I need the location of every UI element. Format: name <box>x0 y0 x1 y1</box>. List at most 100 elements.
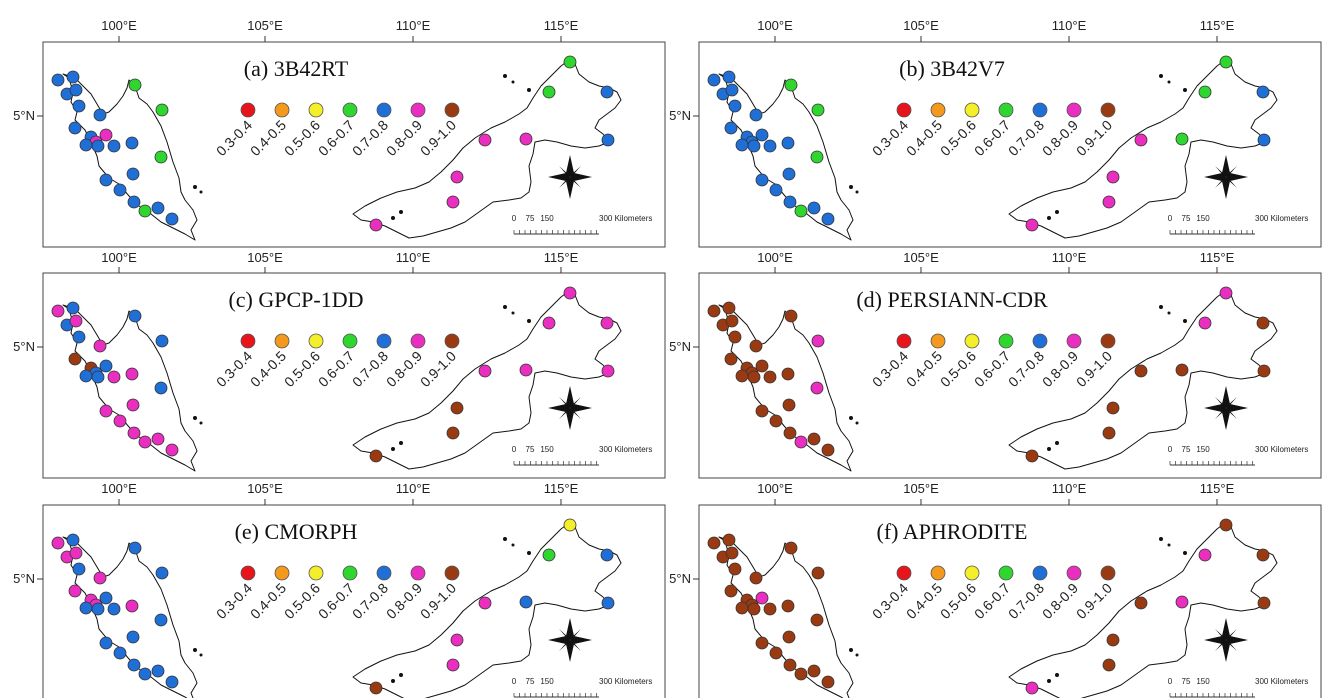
compass-rose-icon <box>1204 386 1248 430</box>
station-marker <box>79 369 93 383</box>
station-marker <box>1106 170 1120 184</box>
north-arrow-point <box>1222 155 1230 177</box>
station-marker <box>781 599 795 613</box>
station-marker <box>724 352 738 366</box>
island <box>399 210 403 214</box>
borneo-coastline <box>352 290 622 470</box>
station-marker <box>769 414 783 428</box>
legend-swatch <box>964 333 980 349</box>
island <box>1047 216 1051 220</box>
scale-label: 75 <box>1182 677 1191 686</box>
island <box>1047 447 1051 451</box>
station-marker <box>782 167 796 181</box>
station-marker <box>478 596 492 610</box>
station-marker <box>542 548 556 562</box>
panel-title: (b) 3B42V7 <box>899 56 1005 81</box>
legend-swatch <box>1100 333 1116 349</box>
station-marker <box>1198 85 1212 99</box>
legend-swatch <box>1032 565 1048 581</box>
station-marker <box>127 658 141 672</box>
station-marker <box>93 571 107 585</box>
station-marker <box>155 566 169 580</box>
scale-label: 300 Kilometers <box>1255 677 1308 686</box>
legend-swatch <box>376 565 392 581</box>
north-arrow-point <box>566 386 574 408</box>
scale-label: 150 <box>1196 677 1210 686</box>
station-marker <box>601 596 615 610</box>
station-marker <box>1025 681 1039 695</box>
panel-frame <box>698 504 1322 698</box>
station-marker <box>138 435 152 449</box>
station-marker <box>519 132 533 146</box>
station-marker <box>728 330 742 344</box>
longitude-label: 105°E <box>903 481 939 496</box>
station-marker <box>127 426 141 440</box>
island <box>1159 74 1163 78</box>
scale-label: 300 Kilometers <box>599 445 652 454</box>
east-point <box>1226 173 1248 181</box>
station-marker <box>821 212 835 226</box>
diagonal-point <box>570 166 581 177</box>
station-marker <box>747 602 761 616</box>
station-marker <box>125 136 139 150</box>
station-marker <box>126 167 140 181</box>
station-marker <box>782 398 796 412</box>
station-marker <box>725 314 739 328</box>
legend-swatch <box>998 333 1014 349</box>
station-marker <box>154 150 168 164</box>
diagonal-point <box>1226 397 1237 408</box>
island <box>855 190 859 194</box>
island <box>193 185 197 189</box>
station-marker <box>542 316 556 330</box>
diagonal-point <box>570 408 581 419</box>
legend-swatch <box>410 102 426 118</box>
west-point <box>1204 173 1226 181</box>
station-marker <box>66 301 80 315</box>
station-marker <box>93 108 107 122</box>
latitude-label: 5°N <box>13 571 35 586</box>
island <box>1183 319 1187 323</box>
south-point <box>1222 640 1230 662</box>
station-marker <box>128 78 142 92</box>
diagonal-point <box>1215 177 1226 188</box>
station-marker <box>127 195 141 209</box>
scale-label: 0 <box>512 445 517 454</box>
legend-swatch <box>274 333 290 349</box>
station-marker <box>722 533 736 547</box>
station-marker <box>91 139 105 153</box>
station-marker <box>724 121 738 135</box>
station-marker <box>99 636 113 650</box>
station-marker <box>155 334 169 348</box>
diagonal-point <box>1226 640 1237 651</box>
borneo-coastline <box>352 59 622 239</box>
island <box>193 648 197 652</box>
station-marker <box>563 55 577 69</box>
scale-label: 300 Kilometers <box>599 214 652 223</box>
latitude-label: 5°N <box>669 571 691 586</box>
legend-swatch <box>274 102 290 118</box>
scale-label: 300 Kilometers <box>1255 445 1308 454</box>
station-marker <box>1134 596 1148 610</box>
west-point <box>548 636 570 644</box>
station-marker <box>69 314 83 328</box>
station-marker <box>519 595 533 609</box>
scale-label: 75 <box>1182 214 1191 223</box>
map-panel: 100°E 105°E 110°E 115°E5°N(b) 3B42V70.3-0.4… <box>669 18 1322 248</box>
scale-label: 0 <box>1168 445 1173 454</box>
scale-label: 75 <box>1182 445 1191 454</box>
station-marker <box>810 381 824 395</box>
scale-bar: 0 75 150 300 Kilometers <box>512 214 652 235</box>
panel-frame <box>42 504 666 698</box>
station-marker <box>446 426 460 440</box>
island <box>1055 673 1059 677</box>
longitude-label: 110°E <box>396 18 431 33</box>
station-marker <box>151 432 165 446</box>
longitude-label: 105°E <box>903 250 939 265</box>
legend-swatch <box>1032 333 1048 349</box>
station-marker <box>66 70 80 84</box>
legend-swatch <box>964 102 980 118</box>
station-markers <box>707 518 1271 695</box>
island <box>503 74 507 78</box>
station-marker <box>747 370 761 384</box>
island <box>391 679 395 683</box>
